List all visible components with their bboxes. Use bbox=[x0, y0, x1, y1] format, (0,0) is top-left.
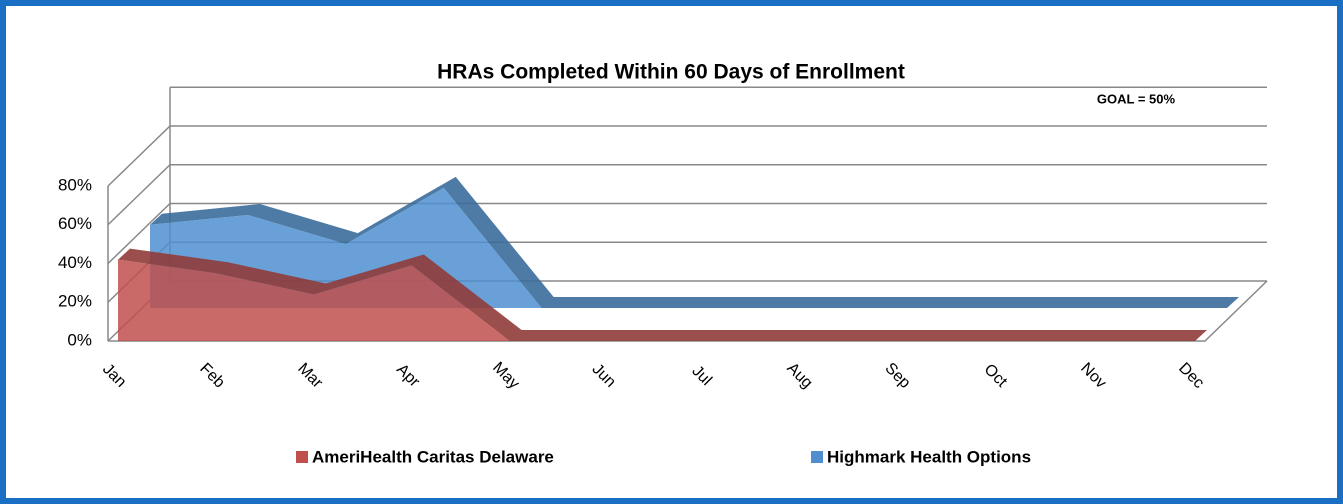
y-tick-label: 20% bbox=[58, 292, 92, 311]
y-tick-label: 80% bbox=[58, 175, 92, 194]
y-tick-label: 0% bbox=[67, 330, 92, 349]
area bbox=[118, 259, 1195, 341]
x-tick-label: Jul bbox=[688, 363, 714, 389]
x-tick-label: Jun bbox=[589, 361, 619, 391]
legend-label: AmeriHealth Caritas Delaware bbox=[312, 447, 554, 466]
x-tick-label: Jan bbox=[99, 361, 129, 391]
area-top bbox=[118, 248, 1207, 341]
x-tick-label: Oct bbox=[981, 361, 1011, 391]
chart: HRAs Completed Within 60 Days of Enrollm… bbox=[58, 61, 1268, 466]
x-tick-label: Aug bbox=[783, 360, 815, 392]
x-tick-label: Mar bbox=[294, 360, 326, 392]
x-tick-label: Apr bbox=[393, 361, 423, 391]
x-tick-label: Nov bbox=[1077, 360, 1109, 392]
legend-swatch bbox=[296, 451, 308, 463]
grid-line bbox=[107, 125, 1267, 187]
chart-title: HRAs Completed Within 60 Days of Enrollm… bbox=[437, 61, 905, 84]
legend-label: Highmark Health Options bbox=[827, 447, 1031, 466]
x-tick-label: Feb bbox=[196, 360, 228, 392]
x-tick-label: Sep bbox=[881, 360, 913, 392]
x-tick-label: Dec bbox=[1175, 360, 1207, 392]
y-tick-label: 40% bbox=[58, 253, 92, 272]
x-tick-label: May bbox=[489, 359, 522, 392]
y-tick-label: 60% bbox=[58, 214, 92, 233]
goal-annotation: GOAL = 50% bbox=[1097, 91, 1176, 106]
legend-swatch bbox=[811, 451, 823, 463]
